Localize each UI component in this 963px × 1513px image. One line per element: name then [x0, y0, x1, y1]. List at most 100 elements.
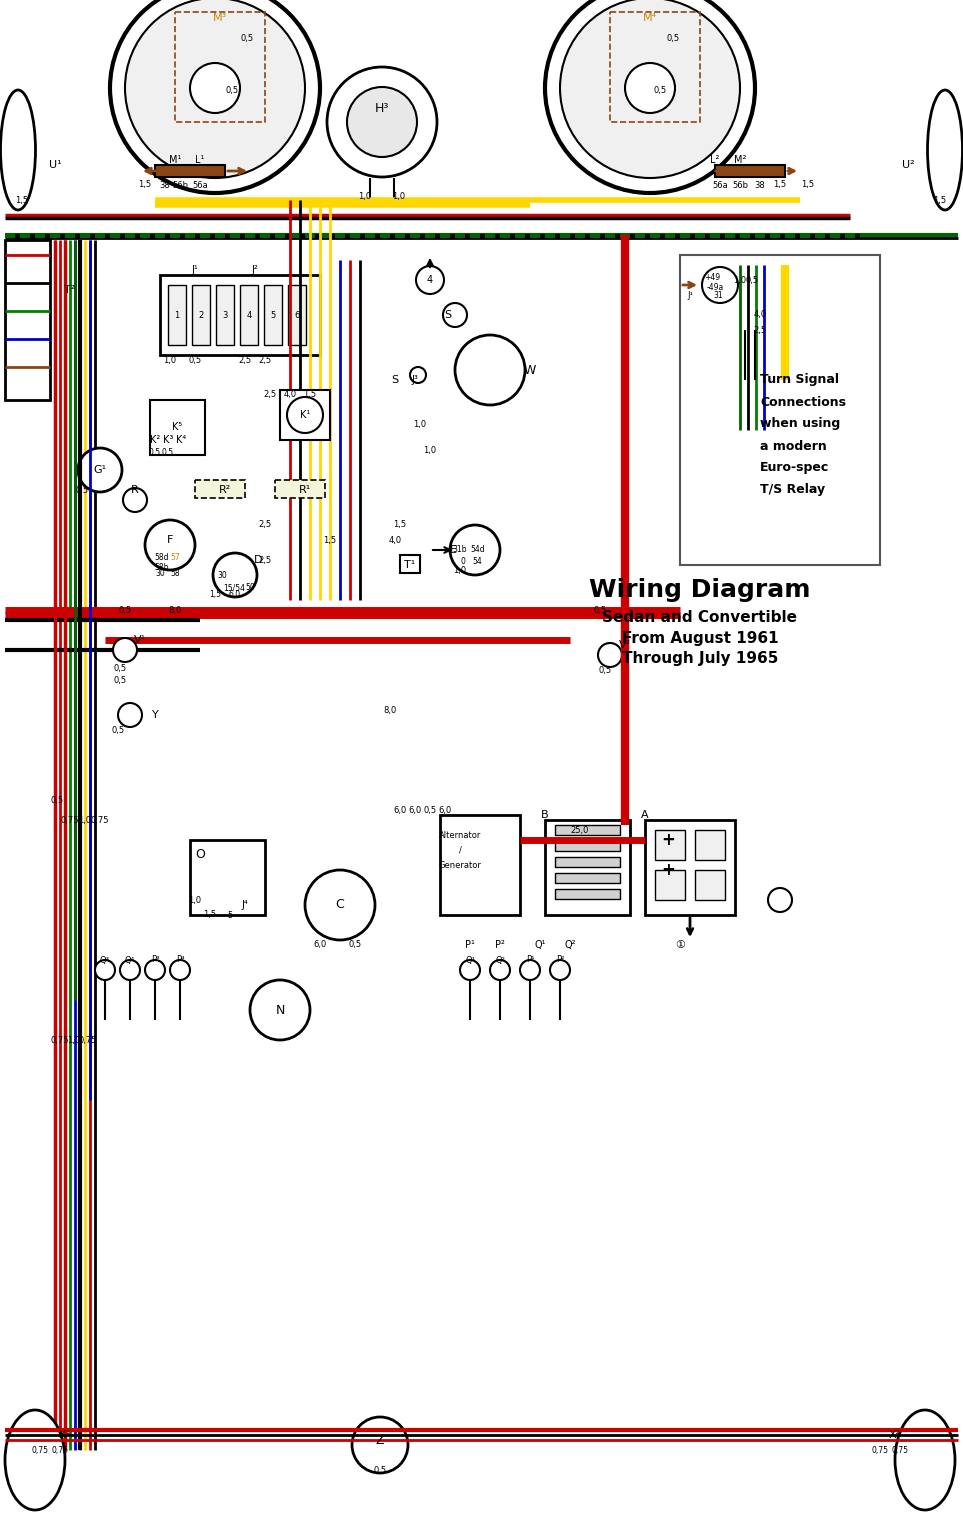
Circle shape	[95, 961, 115, 980]
Text: K¹: K¹	[299, 410, 310, 421]
Text: 3: 3	[222, 310, 227, 319]
Text: 0,5: 0,5	[118, 605, 132, 614]
Text: 0,5: 0,5	[114, 664, 126, 672]
Text: 2,5: 2,5	[258, 356, 272, 365]
Text: 1,5: 1,5	[15, 195, 29, 204]
Text: 0,75: 0,75	[892, 1445, 908, 1454]
Text: K⁵: K⁵	[171, 422, 182, 433]
Bar	[610, 12, 700, 123]
Circle shape	[113, 638, 137, 663]
Text: 1,0: 1,0	[393, 192, 405, 201]
Circle shape	[213, 552, 257, 598]
Text: J³: J³	[411, 375, 419, 384]
Text: 6,0: 6,0	[408, 805, 422, 814]
Text: 6,0: 6,0	[313, 941, 326, 950]
Text: 2: 2	[198, 310, 203, 319]
Text: X²: X²	[889, 1430, 901, 1440]
Text: 1,5: 1,5	[209, 590, 221, 599]
Text: 1,5: 1,5	[394, 520, 406, 530]
Text: 1: 1	[174, 310, 180, 319]
Bar	[715, 165, 785, 177]
Text: J¹: J¹	[687, 290, 693, 300]
Text: 0,5: 0,5	[241, 33, 253, 42]
Text: 0,5: 0,5	[189, 356, 201, 365]
Text: P²: P²	[495, 940, 505, 950]
Circle shape	[145, 520, 195, 570]
Text: Q¹: Q¹	[534, 940, 546, 950]
Ellipse shape	[927, 89, 962, 210]
Bar	[160, 275, 320, 356]
Circle shape	[305, 870, 375, 940]
Text: 0,5: 0,5	[666, 33, 680, 42]
Text: W: W	[524, 363, 536, 377]
Text: 38: 38	[160, 180, 170, 189]
Circle shape	[443, 303, 467, 327]
Text: M⁴: M⁴	[643, 14, 657, 23]
Text: 1,0: 1,0	[189, 896, 201, 905]
Circle shape	[170, 961, 190, 980]
Text: S: S	[391, 375, 399, 384]
Bar	[288, 284, 306, 345]
Text: 6,0: 6,0	[393, 805, 406, 814]
Text: Through July 1965: Through July 1965	[622, 651, 778, 666]
Text: 58d: 58d	[155, 554, 169, 563]
Text: A: A	[641, 809, 649, 820]
Text: Q⁴: Q⁴	[125, 956, 135, 964]
Text: 25,0: 25,0	[571, 826, 589, 835]
Bar	[190, 840, 265, 915]
Text: 2,5: 2,5	[753, 325, 767, 334]
Bar	[655, 870, 685, 900]
Text: Connections: Connections	[760, 395, 846, 409]
Bar	[155, 165, 225, 177]
Text: R¹: R¹	[299, 486, 311, 495]
Ellipse shape	[5, 1410, 65, 1510]
Circle shape	[460, 961, 480, 980]
Text: 56a: 56a	[193, 180, 208, 189]
Text: 1,0: 1,0	[67, 1035, 81, 1044]
Text: 0,5: 0,5	[745, 275, 759, 284]
Text: 1,0: 1,0	[358, 192, 372, 201]
Text: 0,5: 0,5	[374, 1466, 386, 1475]
Bar	[545, 820, 630, 915]
Bar	[192, 284, 210, 345]
Bar	[168, 284, 186, 345]
Text: F: F	[167, 536, 173, 545]
Text: R: R	[131, 486, 139, 495]
Circle shape	[123, 489, 147, 511]
Bar	[555, 873, 620, 884]
Text: 54d: 54d	[471, 546, 485, 554]
Bar	[5, 241, 50, 399]
Ellipse shape	[190, 64, 240, 113]
Text: -49a: -49a	[707, 283, 723, 292]
Text: T¹: T¹	[404, 560, 416, 570]
Text: Euro-spec: Euro-spec	[760, 461, 829, 475]
Text: 0,75: 0,75	[51, 1445, 68, 1454]
Text: V¹: V¹	[134, 635, 146, 645]
Text: P⁴: P⁴	[175, 956, 184, 964]
Text: 0,5: 0,5	[149, 448, 161, 457]
Circle shape	[327, 67, 437, 177]
Text: 58b: 58b	[155, 563, 169, 572]
Circle shape	[120, 961, 140, 980]
Text: 1,5: 1,5	[773, 180, 787, 189]
Text: 2,5: 2,5	[264, 390, 276, 399]
Bar	[695, 870, 725, 900]
Text: 30: 30	[155, 569, 165, 578]
Text: +49: +49	[704, 274, 720, 283]
Text: G¹: G¹	[93, 464, 107, 475]
Circle shape	[702, 266, 738, 303]
Text: K⁴: K⁴	[176, 436, 186, 445]
Text: O: O	[195, 849, 205, 861]
Circle shape	[410, 368, 426, 383]
Circle shape	[768, 888, 792, 912]
Circle shape	[347, 88, 417, 157]
Text: 56b: 56b	[172, 180, 188, 189]
Text: L²: L²	[711, 154, 719, 165]
Text: 1,0: 1,0	[78, 816, 91, 825]
Text: 0,5: 0,5	[593, 605, 607, 614]
Text: Turn Signal: Turn Signal	[760, 374, 839, 386]
Circle shape	[450, 525, 500, 575]
Text: K²: K²	[150, 436, 160, 445]
Ellipse shape	[1, 89, 36, 210]
Bar	[175, 12, 265, 123]
